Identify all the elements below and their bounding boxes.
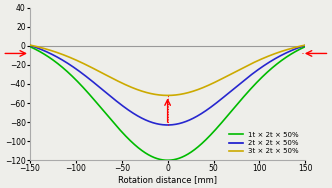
X-axis label: Rotation distance [mm]: Rotation distance [mm]: [118, 175, 217, 184]
Legend: 1t × 2t × 50%, 2t × 2t × 50%, 3t × 2t × 50%: 1t × 2t × 50%, 2t × 2t × 50%, 3t × 2t × …: [226, 129, 302, 157]
